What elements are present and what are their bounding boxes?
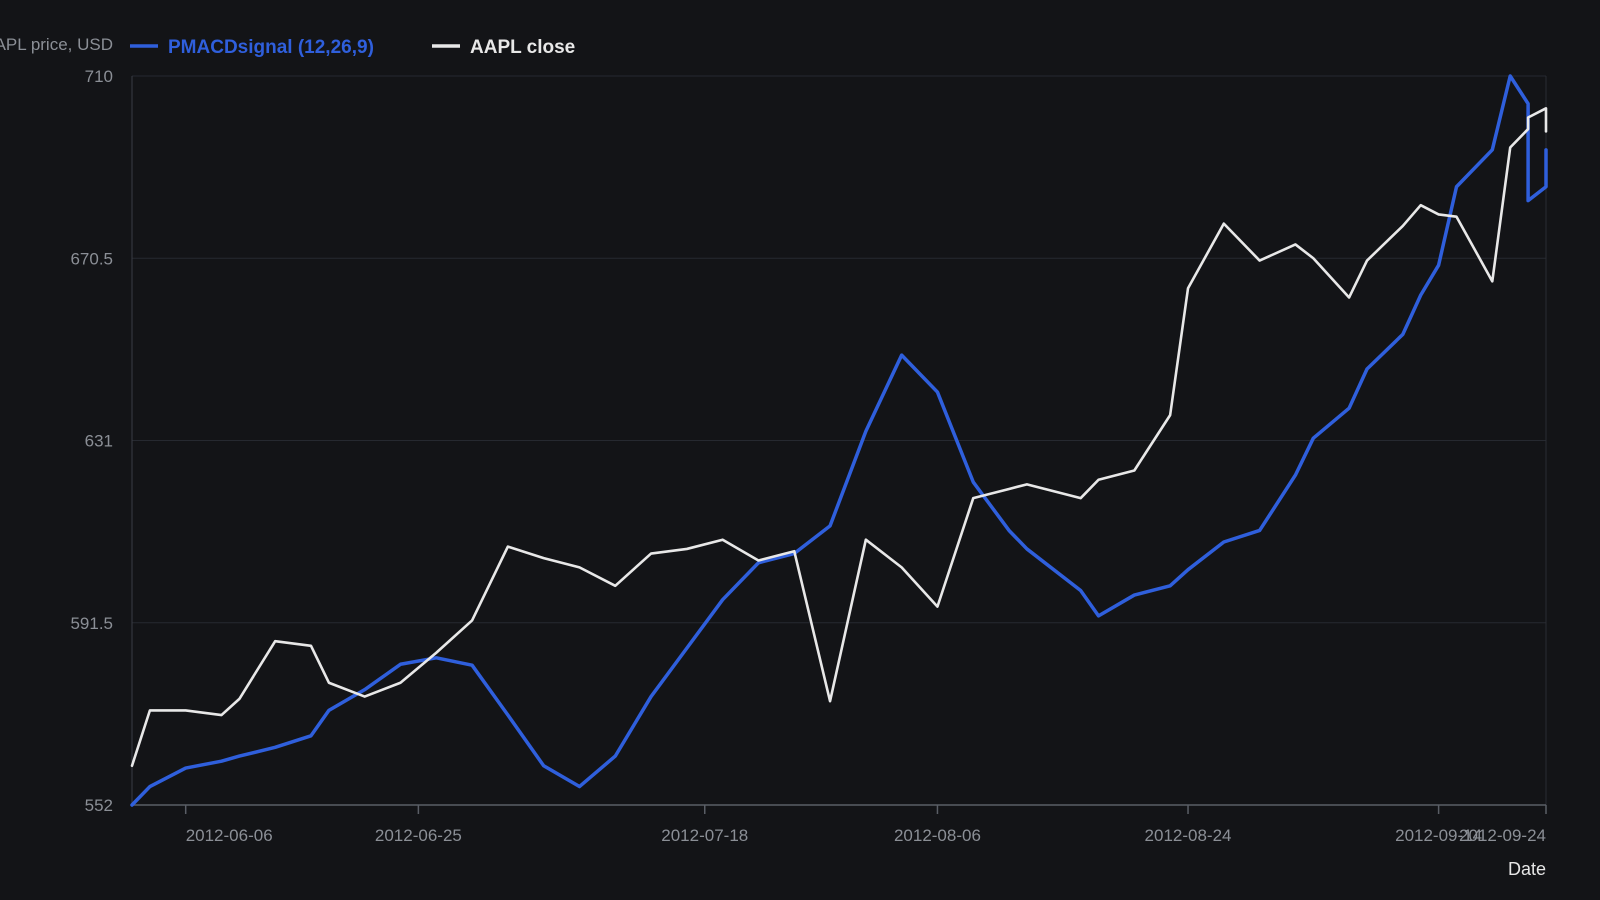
axes: 552 591.5 631 670.5 710 2012-06-06 2012-06-25 2… <box>70 67 1547 845</box>
x-tick-label: 2012-07-18 <box>661 826 748 845</box>
legend-label-pmacd: PMACDsignal (12,26,9) <box>168 37 374 58</box>
x-tick-label: 2012-09-24 <box>1459 826 1546 845</box>
series-line-pmacd <box>130 74 1548 807</box>
y-tick-label: 710 <box>85 67 113 86</box>
grid-lines <box>132 75 1546 624</box>
y-tick-label: 631 <box>85 432 113 451</box>
y-tick-label: 591.5 <box>70 614 113 633</box>
x-tick-label: 2012-08-24 <box>1145 826 1232 845</box>
x-axis-title: Date <box>1508 859 1546 879</box>
y-tick-label: 552 <box>85 796 113 815</box>
x-tick-label: 2012-08-06 <box>894 826 981 845</box>
x-tick-label: 2012-06-25 <box>375 826 462 845</box>
series-line-aapl-close <box>130 107 1548 768</box>
y-axis-title: AAPL price, USD <box>0 35 113 54</box>
legend: PMACDsignal (12,26,9) AAPL close <box>130 37 575 58</box>
y-tick-label: 670.5 <box>70 249 113 268</box>
x-tick-label: 2012-06-06 <box>186 826 273 845</box>
series-layer <box>130 74 1548 807</box>
legend-label-aapl-close: AAPL close <box>470 37 575 58</box>
x-tick-label: 2012-09-14 <box>1395 826 1482 845</box>
